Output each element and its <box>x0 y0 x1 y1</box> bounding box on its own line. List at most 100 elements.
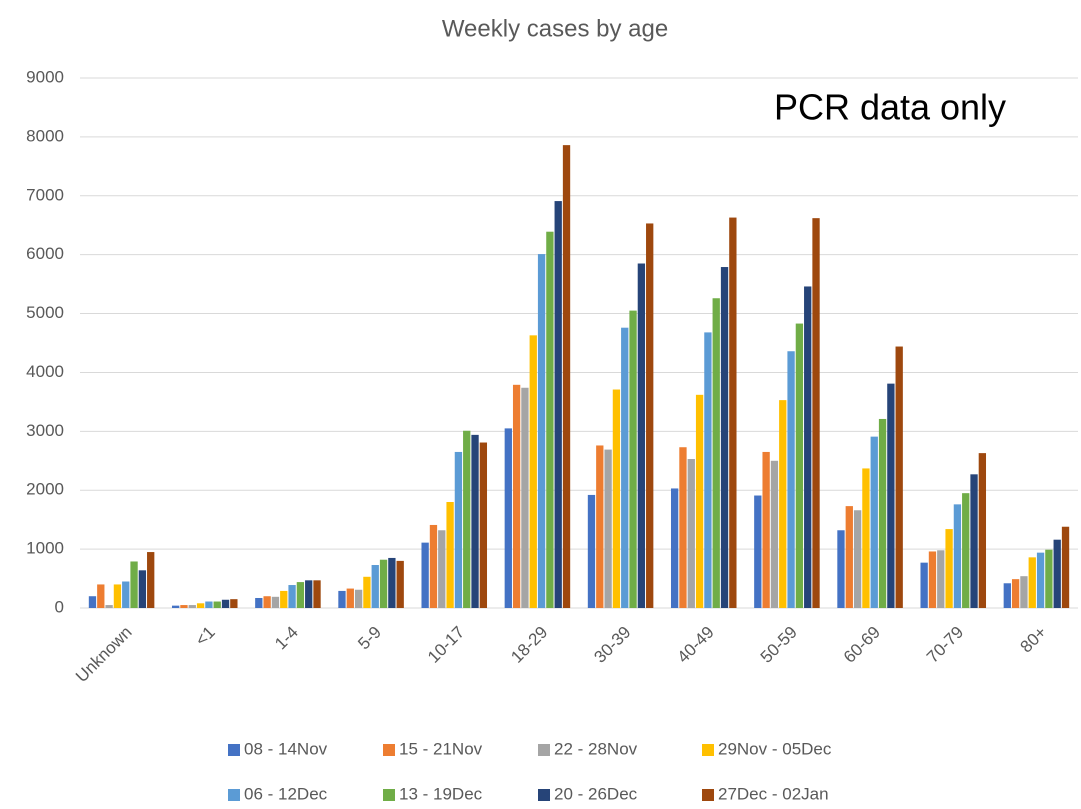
bar <box>230 599 238 608</box>
bar <box>205 601 213 608</box>
bar <box>221 599 230 608</box>
bar <box>196 603 205 608</box>
legend-swatch <box>383 789 395 801</box>
bar <box>88 596 97 608</box>
bar <box>512 384 521 608</box>
bar <box>280 590 288 608</box>
bar <box>604 449 612 608</box>
x-tick-label: 50-59 <box>757 623 801 667</box>
annotation: PCR data only <box>774 87 1006 128</box>
y-tick-label: 5000 <box>26 303 64 322</box>
bar <box>779 400 787 608</box>
bar <box>679 447 687 608</box>
legend-label: 20 - 26Dec <box>554 784 638 803</box>
legend-swatch <box>538 744 550 756</box>
legend-swatch <box>538 789 550 801</box>
bar <box>704 332 712 608</box>
bar <box>188 605 196 608</box>
x-tick-label: 60-69 <box>840 623 884 667</box>
x-tick-label: 10-17 <box>424 623 468 667</box>
y-tick-label: 1000 <box>26 539 64 558</box>
legend-label: 29Nov - 05Dec <box>718 739 832 758</box>
legend-swatch <box>702 744 714 756</box>
legend-label: 27Dec - 02Jan <box>718 784 829 803</box>
legend-swatch <box>702 789 714 801</box>
bar <box>147 552 155 608</box>
bar <box>521 387 529 608</box>
bar <box>687 459 695 608</box>
bar <box>463 430 471 608</box>
bar <box>479 442 488 608</box>
bar <box>787 351 795 608</box>
bar <box>978 453 987 608</box>
bar <box>621 327 629 608</box>
bar <box>612 389 621 608</box>
bar <box>895 346 903 608</box>
bar <box>945 529 953 608</box>
bar <box>1028 557 1036 608</box>
x-tick-label: 40-49 <box>674 623 718 667</box>
bar <box>429 524 438 608</box>
bar <box>712 298 720 608</box>
bar <box>1020 576 1028 608</box>
bar <box>313 580 321 608</box>
bar <box>646 223 654 608</box>
legend-label: 06 - 12Dec <box>244 784 328 803</box>
chart-title: Weekly cases by age <box>442 15 668 42</box>
bar <box>363 576 371 608</box>
bar <box>1053 539 1061 608</box>
bar <box>562 145 571 608</box>
bar <box>113 584 122 608</box>
bar <box>920 562 928 608</box>
bar <box>770 460 779 608</box>
x-tick-label: <1 <box>192 623 219 650</box>
bar <box>388 557 396 608</box>
y-tick-label: 2000 <box>26 480 64 499</box>
x-tick-label: 18-29 <box>507 623 551 667</box>
bar <box>887 383 895 608</box>
bar <box>105 605 113 608</box>
bar <box>587 494 596 608</box>
bar <box>970 474 978 608</box>
bar <box>629 310 637 608</box>
bar <box>138 570 147 608</box>
bar <box>504 428 512 608</box>
bar <box>1045 549 1053 608</box>
y-tick-label: 0 <box>55 597 64 616</box>
bar <box>255 597 263 608</box>
bar <box>537 254 546 609</box>
bar <box>804 286 812 608</box>
y-tick-label: 9000 <box>26 67 64 86</box>
bar <box>812 218 820 608</box>
bar <box>546 231 554 608</box>
bar <box>97 584 105 608</box>
bar <box>795 323 804 608</box>
bar <box>263 596 271 608</box>
bar <box>729 217 737 609</box>
bar <box>937 550 945 608</box>
bar <box>928 551 937 608</box>
y-tick-label: 3000 <box>26 421 64 440</box>
bar <box>853 510 862 608</box>
bar <box>596 445 604 608</box>
bar <box>870 436 878 608</box>
bar <box>421 542 429 608</box>
bar <box>471 434 479 608</box>
bar <box>754 495 762 608</box>
bar <box>837 530 845 608</box>
x-tick-label: Unknown <box>72 623 136 687</box>
legend-label: 15 - 21Nov <box>399 739 483 758</box>
bar <box>695 394 704 608</box>
x-tick-label: 1-4 <box>271 623 302 654</box>
bar <box>454 451 463 608</box>
legend-swatch <box>228 744 240 756</box>
bar <box>962 493 970 608</box>
bar <box>1003 583 1011 608</box>
bar <box>288 585 296 608</box>
bar <box>554 201 562 609</box>
legend-label: 08 - 14Nov <box>244 739 328 758</box>
bar <box>338 590 346 608</box>
bar <box>878 418 887 608</box>
bar <box>529 335 537 608</box>
